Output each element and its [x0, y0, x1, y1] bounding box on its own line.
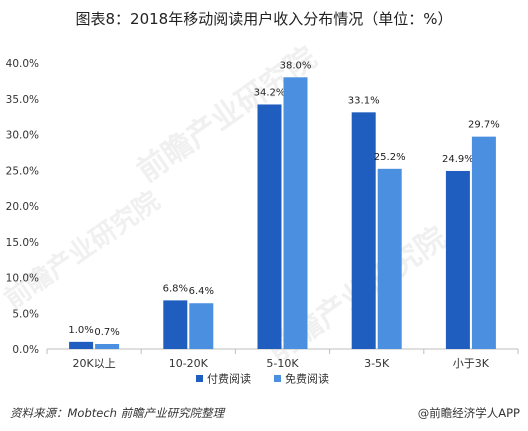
- x-tick-label: 小于3K: [453, 357, 490, 370]
- bar-free: [95, 343, 120, 349]
- y-tick-label: 0.0%: [12, 344, 39, 356]
- bar-free: [377, 168, 402, 349]
- bar-paid: [351, 112, 376, 350]
- y-tick-label: 40.0%: [6, 58, 39, 70]
- bar-paid: [69, 341, 94, 349]
- y-tick-label: 5.0%: [12, 308, 39, 320]
- y-tick-label: 30.0%: [6, 130, 39, 142]
- data-label: 38.0%: [280, 60, 312, 71]
- bar-free: [189, 303, 214, 349]
- data-label: 1.0%: [68, 325, 93, 336]
- data-label: 34.2%: [254, 87, 286, 98]
- legend-label: 付费阅读: [207, 372, 251, 386]
- brand-note: @前瞻经济学人APP: [417, 406, 520, 420]
- data-label: 33.1%: [348, 95, 380, 106]
- x-tick-label: 10-20K: [169, 357, 209, 370]
- bar-paid: [257, 104, 282, 349]
- x-tick-label: 3-5K: [364, 357, 390, 370]
- source-note: 资料来源：Mobtech 前瞻产业研究院整理: [10, 406, 225, 420]
- bar-paid: [445, 170, 470, 349]
- bar-free: [471, 136, 496, 349]
- data-label: 6.4%: [189, 286, 214, 297]
- y-tick-label: 10.0%: [6, 273, 39, 285]
- data-label: 25.2%: [374, 152, 406, 163]
- bar-chart: 0.0% 5.0% 10.0% 15.0% 20.0% 25.0% 30.0% 35.0% 40…: [6, 58, 519, 386]
- data-label: 24.9%: [442, 154, 474, 165]
- y-tick-label: 20.0%: [6, 201, 39, 213]
- legend-swatch-free: [274, 375, 281, 382]
- x-tick-label: 20K以上: [72, 357, 115, 370]
- bar-paid: [163, 300, 188, 349]
- y-tick-label: 35.0%: [6, 94, 39, 106]
- x-tick-label: 5-10K: [266, 357, 299, 370]
- data-label: 0.7%: [94, 327, 119, 338]
- legend-swatch-paid: [196, 375, 203, 382]
- legend-label: 免费阅读: [285, 372, 329, 386]
- chart-title: 图表8：2018年移动阅读用户收入分布情况（单位：%）: [75, 10, 453, 28]
- y-tick-label: 25.0%: [6, 165, 39, 177]
- y-tick-label: 15.0%: [6, 237, 39, 249]
- data-label: 6.8%: [163, 283, 188, 294]
- data-label: 29.7%: [468, 120, 500, 131]
- bar-free: [283, 77, 308, 350]
